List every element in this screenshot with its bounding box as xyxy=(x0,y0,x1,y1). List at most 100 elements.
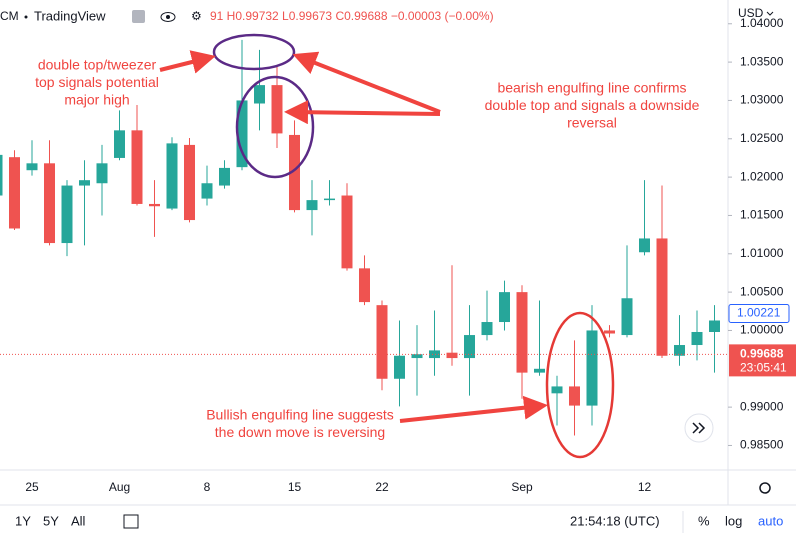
annotation-text: double top and signals a downside xyxy=(485,97,700,113)
annotation-text: major high xyxy=(64,92,129,108)
candle-body xyxy=(446,352,458,359)
candle-body xyxy=(604,330,615,334)
eye-pupil xyxy=(166,15,170,19)
y-tick-label: 0.99000 xyxy=(740,399,784,413)
arrow xyxy=(159,50,216,74)
y-tick-label: 1.02500 xyxy=(740,131,784,145)
candle-body xyxy=(79,180,90,186)
candle-body xyxy=(26,163,38,171)
candle-body xyxy=(324,198,335,201)
candle-body xyxy=(639,238,650,253)
x-tick-label: 15 xyxy=(288,480,302,494)
eye-icon[interactable] xyxy=(160,12,176,22)
y-tick-label: 1.01000 xyxy=(740,246,784,260)
scroll-icon xyxy=(692,422,706,434)
candle-body xyxy=(691,331,703,346)
range-button[interactable]: 5Y xyxy=(43,513,59,528)
candle-body xyxy=(359,268,370,303)
candle-body xyxy=(271,85,283,134)
candle-body xyxy=(569,386,580,406)
hide-icon[interactable] xyxy=(132,10,145,23)
candle-body xyxy=(656,238,668,356)
arrow xyxy=(399,395,548,423)
candle-body xyxy=(61,185,73,244)
highlight-ellipse xyxy=(212,33,296,71)
y-tick-label: 1.03000 xyxy=(740,93,784,107)
candle-body xyxy=(499,292,510,323)
date-range-icon[interactable] xyxy=(123,514,139,529)
countdown: 23:05:41 xyxy=(740,361,787,375)
candle-body xyxy=(114,130,125,158)
candle-body xyxy=(621,298,633,336)
currency[interactable]: USD xyxy=(738,6,764,20)
x-tick-label: Aug xyxy=(109,480,130,494)
annotation-text: reversal xyxy=(567,115,617,131)
candle-body xyxy=(306,200,318,211)
site-name: TradingView xyxy=(34,8,106,23)
candle-body xyxy=(201,183,213,199)
candle-body xyxy=(289,134,300,211)
clock: 21:54:18 (UTC) xyxy=(570,513,660,528)
price-marker-box xyxy=(728,304,790,324)
candle-body xyxy=(394,355,405,379)
candle-body xyxy=(551,386,563,394)
arrow xyxy=(284,100,441,125)
y-tick-label: 1.01500 xyxy=(740,208,784,222)
price-marker-label: 1.00221 xyxy=(737,306,781,320)
highlight-ellipse xyxy=(545,311,615,459)
range-buttons: 1Y 5Y All xyxy=(15,513,86,528)
candle-body xyxy=(9,157,20,229)
candle-body xyxy=(516,292,528,373)
auto-toggle[interactable]: auto xyxy=(758,513,783,528)
highlight-ellipse xyxy=(235,75,315,179)
annotation-text: double top/tweezer xyxy=(38,57,157,73)
arrow xyxy=(292,51,441,114)
candle-body xyxy=(131,130,143,204)
symbol: XCM xyxy=(0,9,19,23)
candle-body xyxy=(0,154,3,196)
candle-body xyxy=(149,203,160,207)
percent-toggle[interactable]: % xyxy=(698,513,710,528)
candle-body xyxy=(254,85,265,104)
candle-body xyxy=(534,368,545,373)
range-button[interactable]: 1Y xyxy=(15,513,31,528)
candle-body xyxy=(376,305,388,379)
candle-body xyxy=(236,100,248,168)
x-tick-label: 25 xyxy=(25,480,39,494)
candle-body xyxy=(44,163,55,244)
annotation-text: the down move is reversing xyxy=(215,424,385,440)
last-price-label: 0.99688 xyxy=(740,347,784,361)
candle-body xyxy=(411,354,423,359)
y-tick-label: 1.00000 xyxy=(740,323,784,337)
y-tick-label: 0.98500 xyxy=(740,438,784,452)
x-tick-label: 8 xyxy=(204,480,211,494)
candle-body xyxy=(464,335,475,359)
log-toggle[interactable]: log xyxy=(725,513,742,528)
dot xyxy=(24,15,28,19)
candle-body xyxy=(341,195,353,269)
candle-body xyxy=(429,350,440,359)
candle-body xyxy=(709,320,720,332)
y-tick-label: 1.04000 xyxy=(740,16,784,30)
annotation-text: top signals potential xyxy=(35,74,159,90)
candle-body xyxy=(586,330,598,406)
ohlc-header: 91 H0.99732 L0.99673 C0.99688 −0.00003 (… xyxy=(210,9,494,23)
range-button[interactable]: All xyxy=(71,513,86,528)
currency-caret xyxy=(766,11,774,16)
y-tick-label: 1.02000 xyxy=(740,169,784,183)
axis-settings[interactable] xyxy=(759,482,771,494)
last-price-box xyxy=(729,344,796,377)
x-tick-label: 12 xyxy=(638,480,652,494)
arrows xyxy=(159,50,548,423)
y-tick-label: 1.03500 xyxy=(740,54,784,68)
candle-body xyxy=(184,144,195,221)
plot-area xyxy=(0,39,728,436)
settings-icon[interactable]: ⚙ xyxy=(191,9,202,23)
x-tick-label: Sep xyxy=(511,480,533,494)
annotation-text: Bullish engulfing line suggests xyxy=(206,407,394,423)
candle-body xyxy=(96,163,108,184)
